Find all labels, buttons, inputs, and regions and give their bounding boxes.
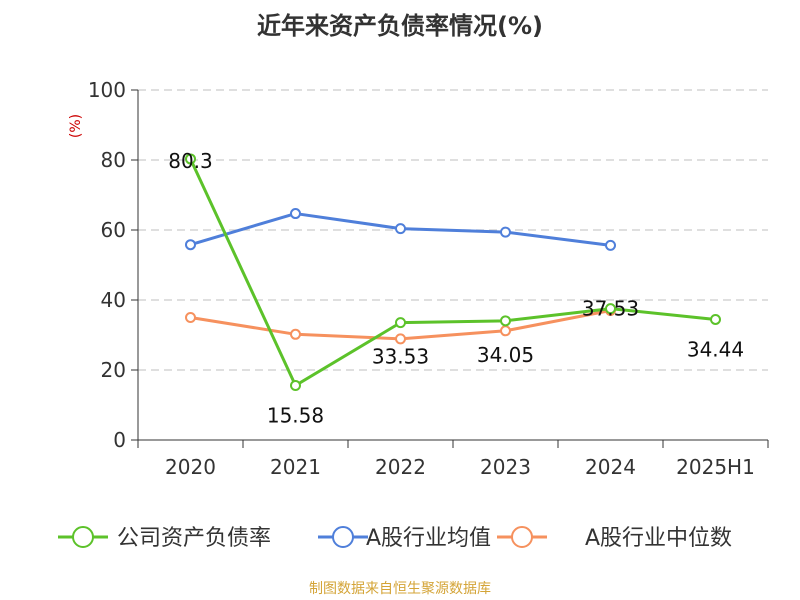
- y-tick-label: 20: [101, 358, 126, 382]
- data-point: [395, 333, 406, 345]
- axes: 0 20 40 60 80 100(%) 2020 2021 2022 2023 2024 2025H…: [68, 78, 769, 479]
- x-tick-label: 2023: [480, 455, 531, 479]
- data-label: 80.3: [168, 149, 213, 173]
- data-point: [395, 223, 406, 235]
- data-point: [395, 317, 406, 329]
- legend-item: A股行业中位数: [497, 526, 732, 551]
- data-point: [185, 239, 196, 251]
- y-axis-label: (%): [68, 114, 84, 138]
- legend-label: 公司资产负债率: [117, 526, 271, 551]
- data-point: [500, 325, 511, 337]
- data-point: [290, 328, 301, 340]
- y-tick-label: 0: [113, 428, 126, 452]
- data-point: [290, 208, 301, 220]
- data-point: [185, 153, 196, 165]
- data-label: 37.53: [582, 297, 639, 321]
- y-tick-label: 60: [101, 218, 126, 242]
- legend-label: A股行业均值: [366, 526, 491, 551]
- data-source-note: 制图数据来自恒生聚源数据库: [309, 581, 491, 597]
- data-point: [605, 239, 616, 251]
- legend-item: 公司资产负债率: [58, 526, 271, 551]
- x-tick-label: 2025H1: [676, 455, 755, 479]
- legend-label: A股行业中位数: [585, 526, 732, 551]
- data-point: [710, 313, 721, 325]
- chart-title: 近年来资产负债率情况(%): [257, 12, 543, 40]
- y-tick-label: 80: [101, 148, 126, 172]
- x-tick-label: 2022: [375, 455, 426, 479]
- series-line: [189, 158, 716, 387]
- series-lines: [185, 153, 721, 391]
- legend-swatch-marker: [332, 526, 354, 548]
- data-label: 34.05: [477, 343, 534, 367]
- legend: 公司资产负债率 A股行业均值 A股行业中位数: [58, 526, 732, 551]
- data-labels: 80.3 15.58 33.53 34.05 37.53 34.44: [168, 149, 744, 428]
- x-tick-label: 2024: [585, 455, 636, 479]
- data-point: [500, 226, 511, 238]
- data-point: [290, 379, 301, 391]
- data-point: [500, 315, 511, 327]
- data-label: 34.44: [687, 337, 744, 361]
- data-point: [605, 303, 616, 315]
- legend-swatch-marker: [72, 526, 94, 548]
- legend-swatch-marker: [511, 526, 533, 548]
- y-tick-label: 40: [101, 288, 126, 312]
- data-label: 15.58: [267, 403, 324, 427]
- legend-item: A股行业均值: [318, 526, 491, 551]
- x-tick-label: 2020: [165, 455, 216, 479]
- data-point: [185, 312, 196, 323]
- y-tick-label: 100: [88, 78, 126, 102]
- x-tick-label: 2021: [270, 455, 321, 479]
- data-label: 33.53: [372, 345, 429, 369]
